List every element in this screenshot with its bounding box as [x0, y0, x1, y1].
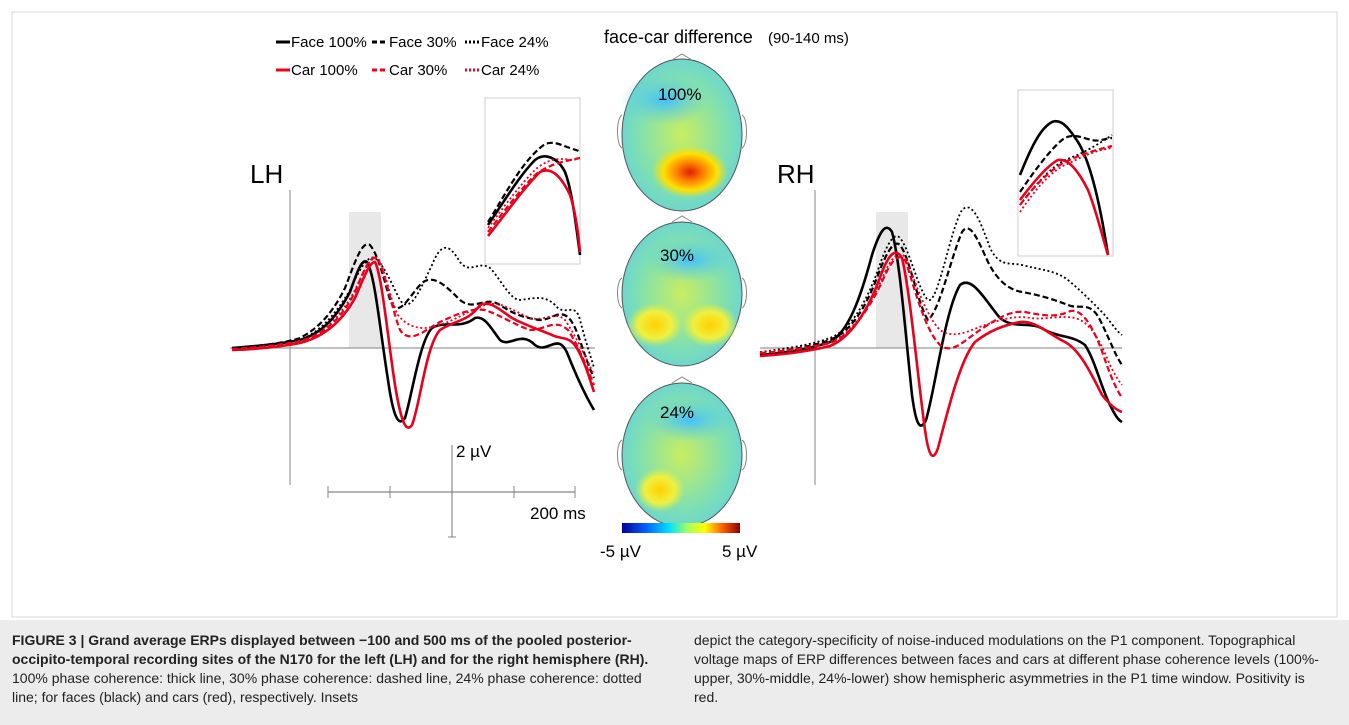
lh-erp-plot: LH	[230, 159, 596, 485]
rh-label: RH	[777, 159, 815, 189]
colorbar-max-label: 5 µV	[722, 542, 758, 561]
rh-face24-line	[759, 206, 1123, 353]
legend: Face 100% Face 30% Face 24% Car 100% Car…	[276, 34, 549, 79]
topo-map-100: 100%	[617, 53, 747, 212]
legend-car30: Car 30%	[389, 62, 447, 79]
legend-car100: Car 100%	[291, 62, 358, 79]
legend-face30: Face 30%	[389, 34, 457, 51]
legend-face100: Face 100%	[291, 34, 367, 51]
caption-left: FIGURE 3 | Grand average ERPs displayed …	[12, 631, 652, 707]
lh-label: LH	[250, 159, 283, 189]
topo-map-24: 24%	[617, 376, 747, 528]
topo-label-30: 30%	[660, 246, 694, 265]
lh-face100-line	[231, 260, 596, 423]
scale-time-label: 200 ms	[530, 504, 586, 523]
rh-face30-line	[759, 227, 1123, 366]
lh-face24-line	[231, 246, 595, 369]
lh-car100-line	[231, 260, 596, 429]
topo-label-100: 100%	[658, 85, 701, 104]
caption-background	[0, 620, 1349, 725]
caption-label: FIGURE 3 | Grand average ERPs displayed …	[12, 632, 649, 667]
topo-title: face-car difference	[604, 27, 753, 47]
scale-bar: 2 µV 200 ms	[327, 442, 586, 538]
legend-car24: Car 24%	[481, 62, 539, 79]
figure-panel: Face 100% Face 30% Face 24% Car 100% Car…	[11, 11, 1338, 618]
topo-window: (90-140 ms)	[768, 30, 849, 47]
lh-car24-line	[231, 256, 595, 376]
rh-inset	[1017, 89, 1114, 257]
lh-face30-line	[231, 243, 595, 379]
caption-body-right: depict the category-specificity of noise…	[694, 632, 1319, 705]
lh-inset	[484, 97, 582, 265]
topo-label-24: 24%	[660, 403, 694, 422]
topo-map-30: 30%	[617, 215, 747, 367]
legend-face24: Face 24%	[481, 34, 549, 51]
rh-erp-plot: RH	[759, 159, 1123, 485]
rh-face100-line	[759, 226, 1123, 427]
rh-car100-line	[759, 251, 1123, 458]
caption-right: depict the category-specificity of noise…	[694, 631, 1324, 707]
scale-voltage-label: 2 µV	[456, 442, 492, 461]
colorbar-min-label: -5 µV	[600, 542, 642, 561]
colorbar: -5 µV 5 µV	[600, 523, 758, 561]
lh-car30-line	[231, 256, 596, 386]
caption-body-left: 100% phase coherence: thick line, 30% ph…	[12, 670, 642, 705]
